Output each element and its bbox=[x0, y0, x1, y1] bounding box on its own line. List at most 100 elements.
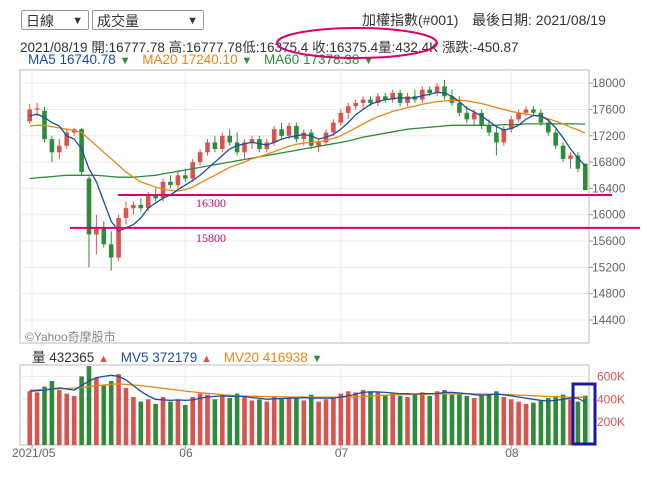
ma20-label: MA20 17240.10 bbox=[142, 52, 238, 67]
volume-bar bbox=[516, 401, 521, 445]
candle-body bbox=[449, 96, 455, 103]
volume-bar bbox=[420, 392, 425, 445]
candle-body bbox=[375, 96, 381, 103]
volume-bar bbox=[457, 393, 462, 445]
volume-bar bbox=[257, 399, 262, 445]
volume-bar bbox=[42, 386, 47, 445]
volume-bar bbox=[175, 400, 181, 445]
volume-bar bbox=[131, 397, 136, 445]
candle-body bbox=[205, 142, 210, 153]
price-tick-label: 15200 bbox=[592, 260, 626, 274]
volume-bar bbox=[508, 399, 514, 445]
level-15800-label: 15800 bbox=[196, 231, 226, 245]
candle-body bbox=[568, 155, 573, 159]
volume-bar bbox=[331, 397, 336, 445]
volume-bar bbox=[220, 395, 225, 445]
volume-bar bbox=[94, 377, 99, 445]
candle-body bbox=[523, 109, 529, 113]
candle-body bbox=[560, 145, 566, 159]
volume-bar bbox=[434, 391, 440, 445]
candle-body bbox=[168, 181, 173, 186]
candle-body bbox=[368, 99, 373, 103]
volume-bar bbox=[560, 394, 566, 445]
candles bbox=[27, 79, 588, 271]
ohlc-high: 高:16777.78 bbox=[168, 40, 243, 55]
price-tick-label: 18000 bbox=[592, 76, 626, 90]
mv20-label: MV20 416938 bbox=[223, 350, 308, 365]
candle-body bbox=[383, 96, 388, 100]
volume-axis: 600K 400K 200K bbox=[597, 369, 625, 429]
volume-tick-label: 600K bbox=[597, 369, 625, 383]
ma60-line bbox=[29, 123, 586, 180]
indicator-select[interactable]: 成交量 ▼ bbox=[92, 10, 204, 30]
mv5-arrow-icon: ▲ bbox=[201, 353, 212, 365]
candle-body bbox=[286, 125, 292, 136]
volume-bar bbox=[353, 392, 358, 445]
volume-bar bbox=[116, 374, 121, 445]
candle-body bbox=[116, 218, 121, 258]
candle-body bbox=[220, 135, 225, 149]
vol-arrow-icon: ▲ bbox=[98, 353, 109, 365]
last-date: 最後日期: 2021/08/19 bbox=[472, 10, 606, 30]
volume-bar bbox=[375, 392, 381, 445]
price-chart[interactable]: 18000 17600 17200 16800 16400 16000 15600 15200… bbox=[0, 0, 646, 346]
candle-body bbox=[471, 112, 477, 120]
volume-bar bbox=[205, 394, 210, 445]
latest-volume-highlight bbox=[571, 382, 597, 446]
candle-body bbox=[390, 93, 395, 100]
volume-chart[interactable]: 600K 400K 200K 2021/05 06 07 08 bbox=[0, 358, 646, 478]
candle-body bbox=[271, 129, 277, 143]
candle-body bbox=[190, 162, 195, 179]
candle-body bbox=[234, 142, 240, 153]
ohlc-open: 開:16777.78 bbox=[91, 40, 165, 55]
volume-bar bbox=[575, 401, 581, 445]
volume-bar bbox=[383, 394, 388, 445]
volume-bar bbox=[308, 394, 314, 445]
volume-bar bbox=[249, 400, 255, 445]
volume-bar bbox=[27, 391, 32, 445]
volume-bar bbox=[49, 381, 55, 445]
index-name-text: 加權指數(#001) bbox=[362, 12, 459, 28]
price-grid bbox=[20, 70, 589, 343]
last-date-label: 最後日期: bbox=[472, 12, 532, 28]
volume-bar bbox=[294, 397, 299, 445]
volume-bar bbox=[501, 397, 507, 445]
volume-bar bbox=[345, 391, 351, 445]
candle-body bbox=[553, 132, 558, 146]
candle-body bbox=[360, 99, 366, 103]
volume-bar bbox=[34, 392, 40, 445]
candle-body bbox=[34, 108, 40, 110]
candle-body bbox=[49, 139, 55, 153]
volume-bar bbox=[338, 393, 344, 445]
annotations: 16300 15800 bbox=[70, 193, 640, 245]
mv5-label: MV5 372179 bbox=[120, 350, 198, 365]
candle-body bbox=[531, 109, 536, 113]
candle-body bbox=[338, 112, 344, 123]
candle-body bbox=[131, 204, 136, 209]
price-tick-label: 16800 bbox=[592, 155, 626, 169]
period-select[interactable]: 日線 ▼ bbox=[21, 10, 89, 30]
candle-body bbox=[145, 195, 151, 209]
volume-bar bbox=[286, 398, 292, 445]
price-tick-label: 15600 bbox=[592, 234, 626, 248]
candle-body bbox=[486, 125, 492, 133]
candle-body bbox=[249, 139, 255, 143]
volume-bar bbox=[271, 395, 277, 445]
volume-averages bbox=[29, 374, 586, 404]
volume-tick-label: 200K bbox=[597, 415, 625, 429]
volume-bar bbox=[153, 403, 158, 445]
candle-body bbox=[308, 132, 314, 146]
volume-bar bbox=[168, 401, 173, 445]
volume-bar bbox=[427, 395, 432, 445]
price-chart-frame bbox=[19, 69, 590, 344]
time-tick-label: 08 bbox=[505, 446, 519, 460]
candle-body bbox=[138, 204, 144, 209]
volume-bar bbox=[234, 393, 240, 445]
ma60-label: MA60 17378.38 bbox=[264, 52, 360, 67]
candle-body bbox=[575, 155, 581, 169]
candle-body bbox=[516, 112, 521, 120]
candle-body bbox=[464, 112, 470, 120]
candle-body bbox=[57, 145, 62, 153]
candle-body bbox=[197, 152, 203, 163]
volume-bar bbox=[123, 387, 129, 445]
